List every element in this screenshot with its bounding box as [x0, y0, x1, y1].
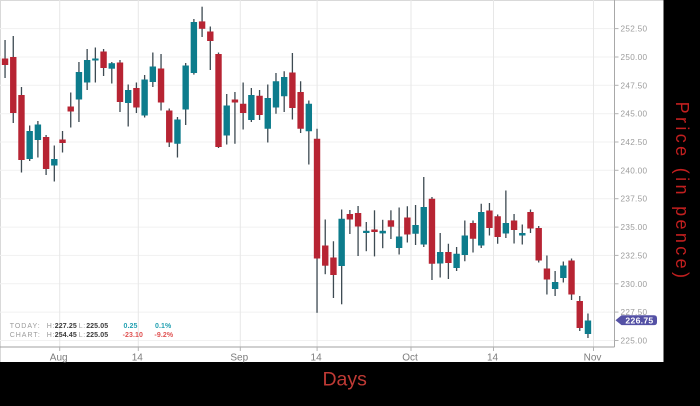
svg-text:CHART:: CHART: [10, 332, 41, 339]
svg-text:225.05: 225.05 [86, 332, 108, 339]
svg-text:L:: L: [79, 323, 86, 330]
svg-text:Price (in pence): Price (in pence) [672, 102, 692, 282]
svg-text:Sep: Sep [230, 352, 248, 363]
svg-text:Aug: Aug [50, 352, 68, 363]
svg-text:226.75: 226.75 [625, 315, 653, 325]
svg-text:-9.2%: -9.2% [154, 332, 173, 339]
svg-text:247.50: 247.50 [621, 81, 648, 90]
svg-text:14: 14 [132, 352, 144, 363]
svg-text:L:: L: [79, 332, 86, 339]
svg-text:227.25: 227.25 [55, 323, 77, 330]
svg-text:14: 14 [311, 352, 323, 363]
svg-text:H:: H: [47, 332, 55, 339]
svg-text:225.00: 225.00 [621, 337, 648, 346]
svg-text:232.50: 232.50 [621, 251, 648, 260]
svg-text:254.45: 254.45 [55, 332, 77, 339]
svg-text:Oct: Oct [402, 352, 418, 363]
svg-text:237.50: 237.50 [621, 195, 648, 204]
svg-text:225.05: 225.05 [86, 323, 108, 330]
svg-text:227.50: 227.50 [621, 308, 648, 317]
svg-text:252.50: 252.50 [621, 25, 648, 34]
svg-text:250.00: 250.00 [621, 53, 648, 62]
svg-text:TODAY:: TODAY: [10, 323, 41, 330]
svg-text:H:: H: [47, 323, 55, 330]
svg-text:240.00: 240.00 [621, 166, 648, 175]
svg-text:235.00: 235.00 [621, 223, 648, 232]
svg-text:0.25: 0.25 [124, 323, 138, 330]
svg-text:Nov: Nov [584, 352, 602, 363]
svg-text:0.1%: 0.1% [155, 323, 172, 330]
svg-text:245.00: 245.00 [621, 110, 648, 119]
svg-text:242.50: 242.50 [621, 138, 648, 147]
svg-text:230.00: 230.00 [621, 280, 648, 289]
svg-text:14: 14 [487, 352, 499, 363]
svg-text:-23.10: -23.10 [123, 332, 143, 339]
svg-text:Days: Days [322, 369, 367, 391]
